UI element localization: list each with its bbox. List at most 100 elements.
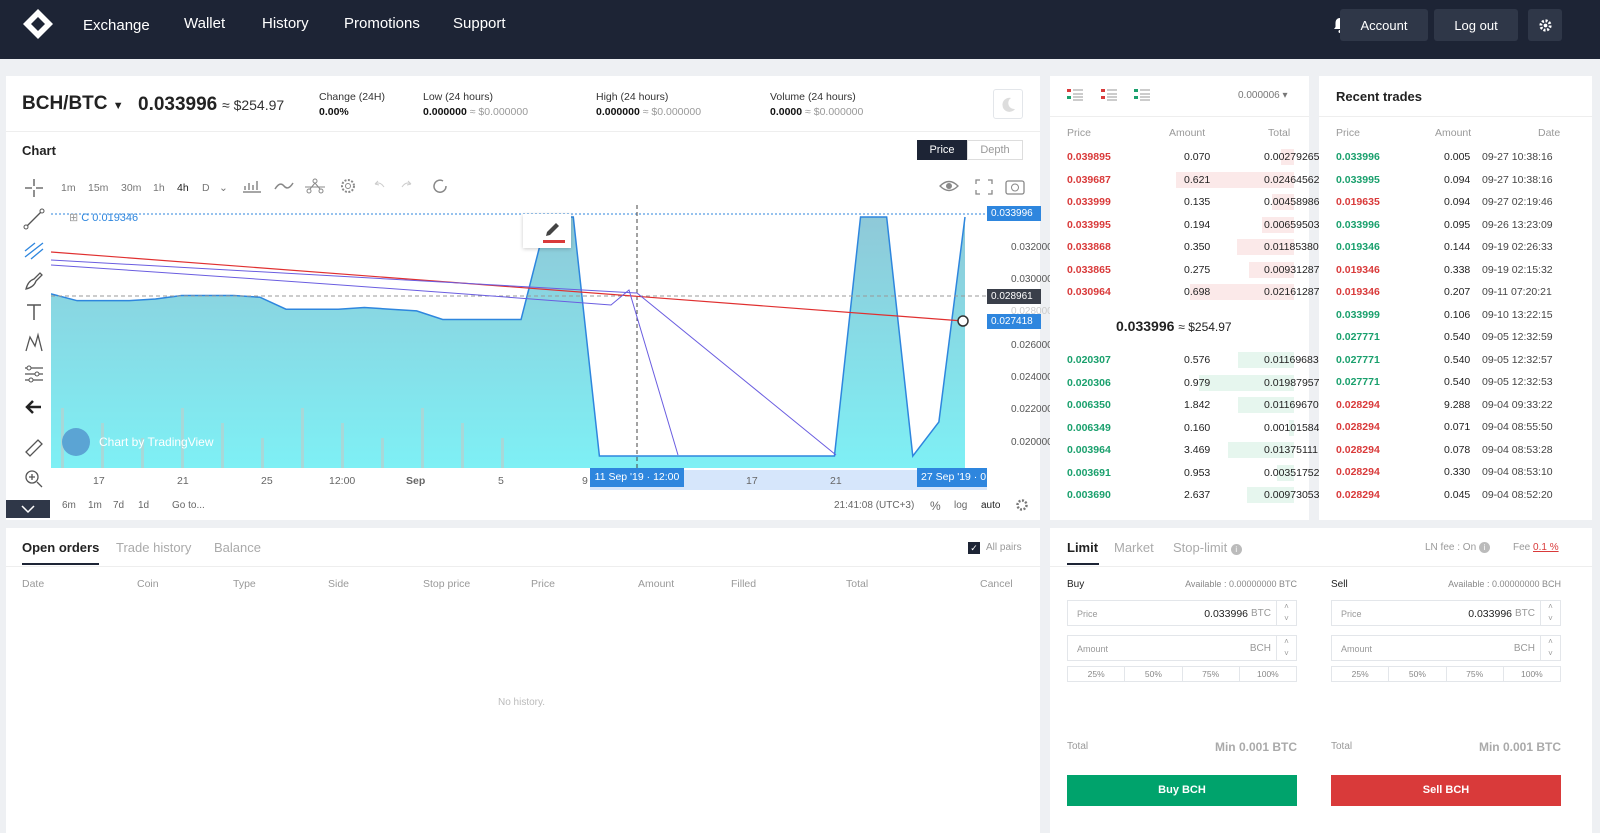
measure-icon[interactable] <box>22 362 46 386</box>
stepper-icon[interactable]: ˄ ˅ <box>1276 601 1296 625</box>
stepper-icon[interactable]: ˄ ˅ <box>1540 601 1560 625</box>
edit-drawing-button[interactable] <box>523 214 571 248</box>
ruler-icon[interactable] <box>22 436 46 460</box>
sell-amount-input[interactable]: Amount BCH ˄ ˅ <box>1331 635 1561 661</box>
row-total: 0.02161287 <box>1264 286 1320 298</box>
tab-limit[interactable]: Limit <box>1067 540 1099 555</box>
refresh-icon[interactable] <box>433 179 447 193</box>
auto-toggle[interactable]: auto <box>981 500 1001 511</box>
compare-icon[interactable] <box>305 178 325 194</box>
bid-row[interactable]: 0.003964 3.469 0.01375111 <box>1067 440 1320 460</box>
tf-d[interactable]: D <box>202 182 210 194</box>
logo-icon[interactable] <box>22 8 54 40</box>
percent-button[interactable]: 50% <box>1125 667 1183 681</box>
eye-icon[interactable] <box>939 180 959 192</box>
orderbook-bids-icon[interactable] <box>1134 89 1150 101</box>
candles-icon[interactable] <box>243 181 261 193</box>
redo-icon[interactable] <box>401 180 412 188</box>
nav-exchange[interactable]: Exchange <box>83 17 150 34</box>
nav-promotions[interactable]: Promotions <box>344 15 420 32</box>
buy-amount-input[interactable]: Amount BCH ˄ ˅ <box>1067 635 1297 661</box>
bid-row[interactable]: 0.006350 1.842 0.01169670 <box>1067 395 1320 415</box>
range-6m[interactable]: 6m <box>62 500 76 511</box>
ask-row[interactable]: 0.033995 0.194 0.00659503 <box>1067 215 1320 235</box>
percent-button[interactable]: 25% <box>1332 667 1390 681</box>
collapse-toolbar-button[interactable] <box>6 500 50 518</box>
gear-icon[interactable] <box>341 179 355 193</box>
tab-open-orders[interactable]: Open orders <box>22 540 100 555</box>
tab-balance[interactable]: Balance <box>214 540 261 555</box>
range-1m[interactable]: 1m <box>88 500 102 511</box>
indicator-icon[interactable] <box>274 182 294 190</box>
ask-row[interactable]: 0.030964 0.698 0.02161287 <box>1067 282 1320 302</box>
text-icon[interactable] <box>22 300 46 324</box>
tab-market[interactable]: Market <box>1114 540 1154 555</box>
stepper-icon[interactable]: ˄ ˅ <box>1540 636 1560 660</box>
precision-select[interactable]: 0.000006 ▾ <box>1238 90 1288 101</box>
zoom-in-icon[interactable] <box>22 467 46 491</box>
log-toggle[interactable]: log <box>954 500 968 511</box>
trade-amount: 0.094 <box>1444 173 1471 186</box>
bid-row[interactable]: 0.020306 0.979 0.01987957 <box>1067 373 1320 393</box>
tf-1h[interactable]: 1h <box>153 182 165 194</box>
ask-row[interactable]: 0.039687 0.621 0.02464562 <box>1067 170 1320 190</box>
price-chart[interactable] <box>51 205 987 468</box>
percent-button[interactable]: 100% <box>1521 669 1543 679</box>
camera-icon[interactable] <box>1005 180 1025 195</box>
ask-row[interactable]: 0.039895 0.070 0.00279265 <box>1067 147 1320 167</box>
account-button[interactable]: Account <box>1340 9 1428 41</box>
gear-icon[interactable] <box>1015 498 1029 512</box>
bid-row[interactable]: 0.003690 2.637 0.00973053 <box>1067 485 1320 505</box>
tab-depth[interactable]: Depth <box>967 140 1023 160</box>
fullscreen-icon[interactable] <box>975 179 993 195</box>
tf-4h[interactable]: 4h <box>177 182 189 194</box>
sell-submit-button[interactable]: Sell BCH <box>1331 775 1561 806</box>
pattern-icon[interactable] <box>22 331 46 355</box>
percent-button[interactable]: 100% <box>1257 669 1279 679</box>
tab-trade-history[interactable]: Trade history <box>116 540 192 555</box>
crosshair-icon[interactable] <box>22 176 46 200</box>
arrow-left-icon[interactable] <box>22 395 46 419</box>
nav-history[interactable]: History <box>262 15 309 32</box>
nav-support[interactable]: Support <box>453 15 506 32</box>
tf-1m[interactable]: 1m <box>61 182 76 194</box>
trendline-handle[interactable] <box>957 315 969 327</box>
stepper-icon[interactable]: ˄ ˅ <box>1276 636 1296 660</box>
bid-row[interactable]: 0.006349 0.160 0.00101584 <box>1067 418 1320 438</box>
percent-button[interactable]: 75% <box>1447 667 1504 681</box>
pair-selector[interactable]: BCH/BTC ▼ <box>22 93 124 114</box>
fib-icon[interactable] <box>22 238 46 262</box>
sell-price-input[interactable]: Price 0.033996 BTC ˄ ˅ <box>1331 600 1561 626</box>
orderbook-asks-icon[interactable] <box>1101 89 1117 101</box>
tf-30m[interactable]: 30m <box>121 182 142 194</box>
ask-row[interactable]: 0.033868 0.350 0.01185380 <box>1067 237 1320 257</box>
range-7d[interactable]: 7d <box>113 500 125 511</box>
trendline-icon[interactable] <box>22 207 46 231</box>
chevron-down-icon[interactable]: ⌄ <box>219 182 228 194</box>
bid-row[interactable]: 0.003691 0.953 0.00351752 <box>1067 463 1320 483</box>
tab-price[interactable]: Price <box>917 140 967 160</box>
brush-icon[interactable] <box>22 269 46 293</box>
ask-row[interactable]: 0.033865 0.275 0.00931287 <box>1067 260 1320 280</box>
goto-button[interactable]: Go to... <box>172 500 205 511</box>
undo-icon[interactable] <box>374 180 385 188</box>
orderbook-both-icon[interactable] <box>1067 89 1083 101</box>
tf-15m[interactable]: 15m <box>88 182 109 194</box>
tab-stop-limit[interactable]: Stop-limit i <box>1173 540 1242 555</box>
nav-wallet[interactable]: Wallet <box>184 15 226 32</box>
range-1d[interactable]: 1d <box>138 500 150 511</box>
row-price: 0.039687 <box>1067 173 1111 186</box>
buy-price-input[interactable]: Price 0.033996 BTC ˄ ˅ <box>1067 600 1297 626</box>
settings-button[interactable] <box>1528 9 1562 41</box>
percent-button[interactable]: 50% <box>1389 667 1447 681</box>
percent-toggle[interactable]: % <box>930 499 941 513</box>
logout-button[interactable]: Log out <box>1434 9 1518 41</box>
bid-row[interactable]: 0.020307 0.576 0.01169683 <box>1067 350 1320 370</box>
all-pairs-checkbox[interactable]: ✓ <box>968 542 980 554</box>
percent-button[interactable]: 25% <box>1068 667 1126 681</box>
theme-toggle[interactable] <box>993 89 1023 119</box>
row-total: 0.01169670 <box>1264 399 1319 411</box>
ask-row[interactable]: 0.033999 0.135 0.00458986 <box>1067 192 1320 212</box>
buy-submit-button[interactable]: Buy BCH <box>1067 775 1297 806</box>
percent-button[interactable]: 75% <box>1183 667 1240 681</box>
